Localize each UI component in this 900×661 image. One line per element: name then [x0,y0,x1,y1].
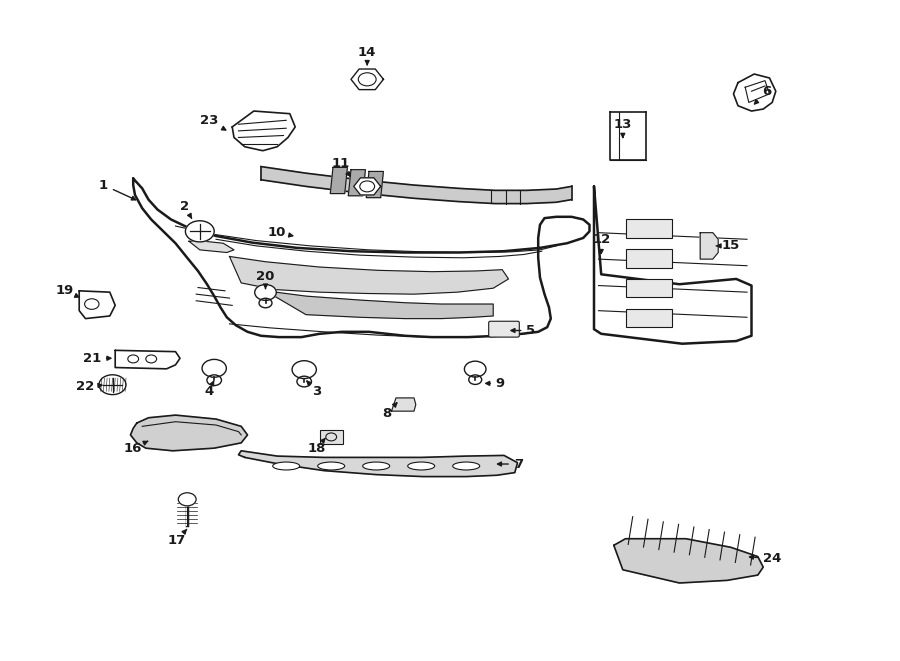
Bar [626,219,672,238]
Polygon shape [354,178,381,195]
Polygon shape [330,167,347,194]
Bar [626,249,672,268]
Text: 5: 5 [511,324,536,337]
Text: 14: 14 [358,46,376,65]
Polygon shape [351,69,383,90]
Ellipse shape [363,462,390,470]
Text: 12: 12 [592,233,610,253]
Text: 13: 13 [614,118,632,137]
Circle shape [259,298,272,308]
Text: 2: 2 [180,200,192,218]
Bar [320,430,343,444]
Text: 11: 11 [331,157,350,176]
Circle shape [207,375,221,385]
Ellipse shape [273,462,300,470]
FancyBboxPatch shape [489,321,519,337]
Circle shape [297,376,311,387]
Bar [626,309,672,327]
Polygon shape [115,350,180,369]
Ellipse shape [453,462,480,470]
Text: 17: 17 [167,529,186,547]
Circle shape [178,493,196,506]
Polygon shape [392,398,416,411]
Text: 22: 22 [76,380,102,393]
Text: 20: 20 [256,270,274,289]
Circle shape [292,361,317,379]
Polygon shape [232,111,295,151]
Text: 8: 8 [382,403,397,420]
Ellipse shape [318,462,345,470]
Polygon shape [594,186,752,344]
Text: 16: 16 [124,441,148,455]
Circle shape [185,221,214,242]
Text: 24: 24 [750,552,781,565]
Text: 18: 18 [308,438,326,455]
Circle shape [464,361,486,377]
Polygon shape [189,241,234,253]
Polygon shape [133,178,590,337]
Ellipse shape [408,462,435,470]
Circle shape [99,375,126,395]
Text: 10: 10 [268,226,292,239]
Text: 9: 9 [486,377,505,390]
Polygon shape [79,291,115,319]
Text: 3: 3 [307,381,321,398]
Polygon shape [366,171,383,198]
Polygon shape [348,170,365,196]
Text: 23: 23 [200,114,226,130]
Polygon shape [734,74,776,111]
Text: 19: 19 [56,284,79,297]
Text: 1: 1 [99,178,136,200]
Polygon shape [261,167,572,204]
Circle shape [469,375,482,385]
Text: 21: 21 [83,352,111,365]
Text: 7: 7 [498,457,523,471]
Text: 6: 6 [754,85,771,104]
Polygon shape [614,539,763,583]
Polygon shape [230,256,508,294]
Text: 15: 15 [716,239,740,253]
Circle shape [255,284,276,300]
Polygon shape [130,415,248,451]
Text: 4: 4 [204,381,213,398]
Bar [626,279,672,297]
Polygon shape [238,451,518,477]
Polygon shape [266,291,493,319]
Polygon shape [700,233,718,259]
Circle shape [202,360,227,377]
